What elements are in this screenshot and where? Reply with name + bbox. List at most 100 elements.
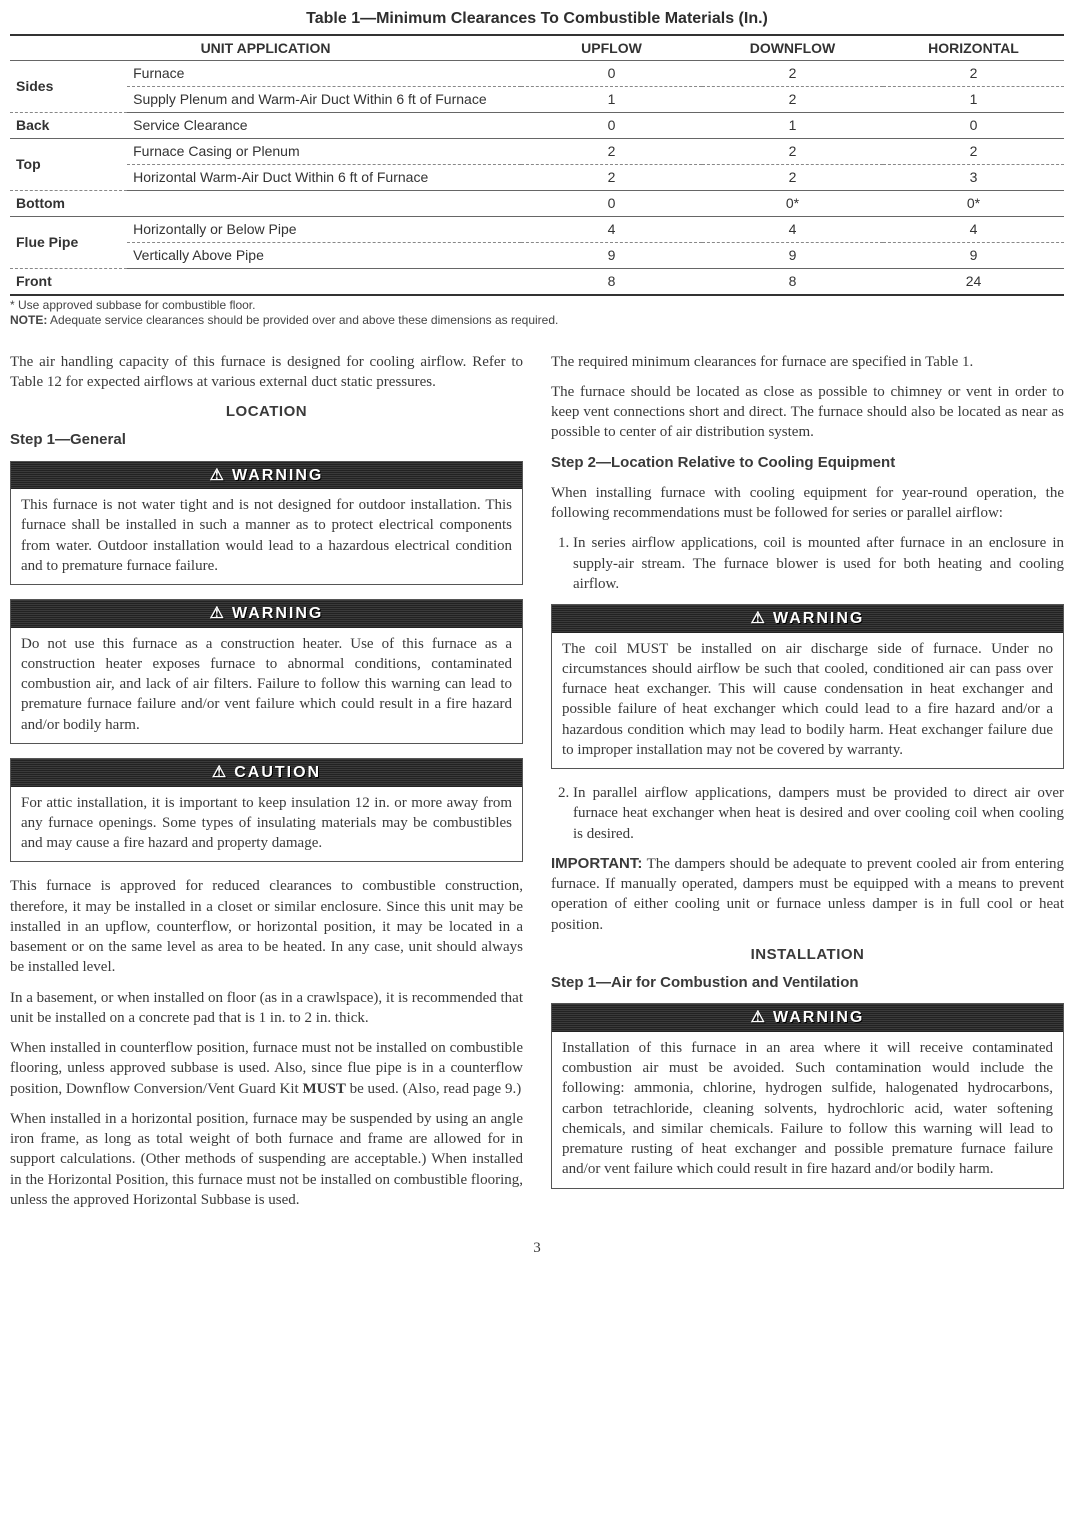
warning-box-1: ⚠WARNING This furnace is not water tight… — [10, 461, 523, 586]
para-counterflow: When installed in counterflow position, … — [10, 1038, 523, 1099]
warning-header: ⚠WARNING — [552, 1004, 1063, 1032]
row-value: 2 — [702, 61, 883, 87]
caution-body: For attic installation, it is important … — [11, 787, 522, 862]
step1b-heading: Step 1—Air for Combustion and Ventilatio… — [551, 973, 1064, 993]
installation-heading: INSTALLATION — [551, 945, 1064, 965]
intro-paragraph: The air handling capacity of this furnac… — [10, 352, 523, 393]
row-label: Top — [10, 139, 127, 191]
warning-header: ⚠WARNING — [11, 600, 522, 628]
table-header-row: UNIT APPLICATION UPFLOW DOWNFLOW HORIZON… — [10, 35, 1064, 61]
warning-body: Do not use this furnace as a constructio… — [11, 628, 522, 743]
warning-header: ⚠WARNING — [11, 462, 522, 490]
list-item: In parallel airflow applications, damper… — [573, 783, 1064, 844]
row-label: Bottom — [10, 190, 521, 216]
row-value: 0* — [883, 190, 1064, 216]
warning-icon: ⚠ — [751, 608, 767, 630]
row-value: 24 — [883, 268, 1064, 294]
clearance-table: UNIT APPLICATION UPFLOW DOWNFLOW HORIZON… — [10, 34, 1064, 296]
row-value: 0 — [883, 113, 1064, 139]
row-value: 0* — [702, 190, 883, 216]
location-heading: LOCATION — [10, 402, 523, 422]
table-footnote: * Use approved subbase for combustible f… — [10, 298, 1064, 328]
warning-body: The coil MUST be installed on air discha… — [552, 633, 1063, 769]
row-value: 1 — [521, 87, 702, 113]
hdr-horizontal: HORIZONTAL — [883, 35, 1064, 61]
row-label: Sides — [10, 61, 127, 113]
table-row: Front8824 — [10, 268, 1064, 294]
row-desc: Furnace — [127, 61, 521, 87]
row-label: Back — [10, 113, 127, 139]
row-label: Front — [10, 268, 521, 294]
row-value: 2 — [702, 139, 883, 165]
row-value: 4 — [883, 216, 1064, 242]
row-desc: Vertically Above Pipe — [127, 242, 521, 268]
row-value: 4 — [702, 216, 883, 242]
row-value: 0 — [521, 113, 702, 139]
warning-box-2: ⚠WARNING Do not use this furnace as a co… — [10, 599, 523, 744]
row-desc: Horizontal Warm-Air Duct Within 6 ft of … — [127, 165, 521, 191]
para-horizontal: When installed in a horizontal position,… — [10, 1109, 523, 1210]
row-label: Flue Pipe — [10, 216, 127, 268]
para-locate: The furnace should be located as close a… — [551, 382, 1064, 443]
table-row: Flue PipeHorizontally or Below Pipe444 — [10, 216, 1064, 242]
table-row: Horizontal Warm-Air Duct Within 6 ft of … — [10, 165, 1064, 191]
page-number: 3 — [10, 1238, 1064, 1258]
warning-box-3: ⚠WARNING The coil MUST be installed on a… — [551, 604, 1064, 769]
table-row: SidesFurnace022 — [10, 61, 1064, 87]
warning-icon: ⚠ — [751, 1007, 767, 1029]
parallel-list: In parallel airflow applications, damper… — [551, 783, 1064, 844]
table-title: Table 1—Minimum Clearances To Combustibl… — [10, 8, 1064, 30]
para-basement: In a basement, or when installed on floo… — [10, 988, 523, 1029]
warning-body: This furnace is not water tight and is n… — [11, 489, 522, 584]
two-column-body: The air handling capacity of this furnac… — [10, 352, 1064, 1221]
warning-header: ⚠WARNING — [552, 605, 1063, 633]
row-value: 1 — [702, 113, 883, 139]
row-value: 2 — [883, 61, 1064, 87]
table-row: Supply Plenum and Warm-Air Duct Within 6… — [10, 87, 1064, 113]
hdr-app: UNIT APPLICATION — [10, 35, 521, 61]
footnote-star: * Use approved subbase for combustible f… — [10, 298, 1064, 313]
para-closet: This furnace is approved for reduced cle… — [10, 876, 523, 977]
row-value: 2 — [702, 87, 883, 113]
row-value: 9 — [702, 242, 883, 268]
row-desc: Supply Plenum and Warm-Air Duct Within 6… — [127, 87, 521, 113]
row-value: 8 — [521, 268, 702, 294]
warning-icon: ⚠ — [210, 603, 226, 625]
table-row: TopFurnace Casing or Plenum222 — [10, 139, 1064, 165]
right-column: The required minimum clearances for furn… — [551, 352, 1064, 1221]
caution-header: ⚠CAUTION — [11, 759, 522, 787]
warning-icon: ⚠ — [212, 762, 228, 784]
row-value: 0 — [521, 190, 702, 216]
left-column: The air handling capacity of this furnac… — [10, 352, 523, 1221]
step1-heading: Step 1—General — [10, 430, 523, 450]
row-value: 8 — [702, 268, 883, 294]
row-value: 0 — [521, 61, 702, 87]
row-desc: Horizontally or Below Pipe — [127, 216, 521, 242]
para-min-clear: The required minimum clearances for furn… — [551, 352, 1064, 372]
row-value: 1 — [883, 87, 1064, 113]
row-value: 2 — [521, 165, 702, 191]
row-value: 4 — [521, 216, 702, 242]
row-value: 9 — [883, 242, 1064, 268]
footnote-note: NOTE: Adequate service clearances should… — [10, 313, 1064, 328]
series-list: In series airflow applications, coil is … — [551, 533, 1064, 594]
row-value: 2 — [702, 165, 883, 191]
table-row: Vertically Above Pipe999 — [10, 242, 1064, 268]
para-important: IMPORTANT: The dampers should be adequat… — [551, 854, 1064, 935]
hdr-upflow: UPFLOW — [521, 35, 702, 61]
row-value: 3 — [883, 165, 1064, 191]
hdr-downflow: DOWNFLOW — [702, 35, 883, 61]
row-desc: Service Clearance — [127, 113, 521, 139]
row-desc: Furnace Casing or Plenum — [127, 139, 521, 165]
table-row: BackService Clearance010 — [10, 113, 1064, 139]
warning-box-4: ⚠WARNING Installation of this furnace in… — [551, 1003, 1064, 1188]
warning-body: Installation of this furnace in an area … — [552, 1032, 1063, 1188]
para-cooling-intro: When installing furnace with cooling equ… — [551, 483, 1064, 524]
caution-box-1: ⚠CAUTION For attic installation, it is i… — [10, 758, 523, 862]
table-row: Bottom00*0* — [10, 190, 1064, 216]
row-value: 2 — [883, 139, 1064, 165]
list-item: In series airflow applications, coil is … — [573, 533, 1064, 594]
row-value: 9 — [521, 242, 702, 268]
row-value: 2 — [521, 139, 702, 165]
step2-heading: Step 2—Location Relative to Cooling Equi… — [551, 453, 1064, 473]
